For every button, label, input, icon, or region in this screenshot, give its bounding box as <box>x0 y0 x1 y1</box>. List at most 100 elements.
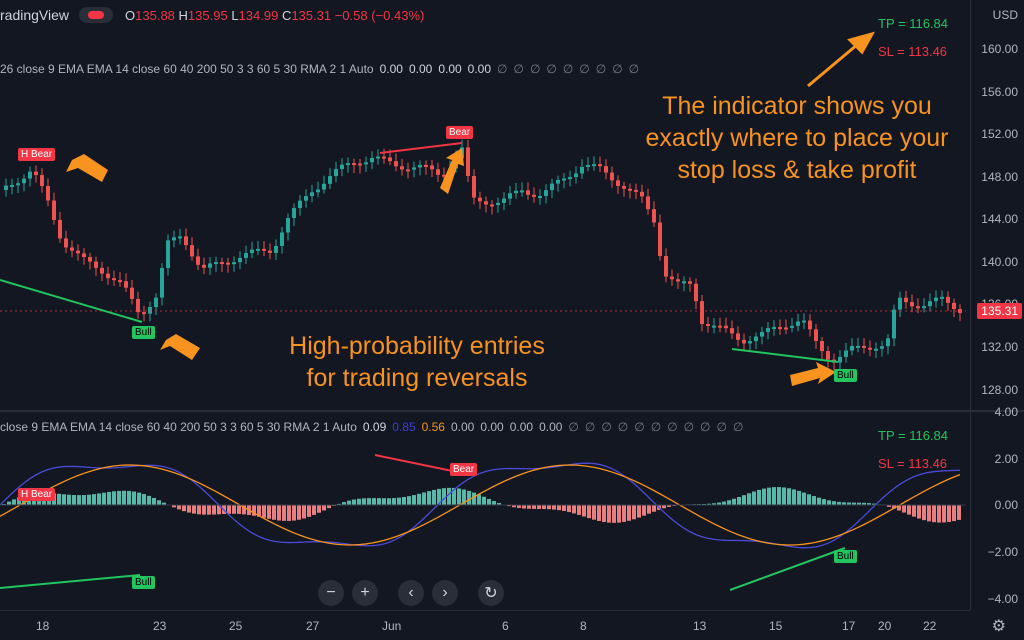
time-axis[interactable]: 18 23 25 27 Jun 6 8 13 15 17 20 22 <box>0 610 970 640</box>
histogram-bar <box>402 497 406 505</box>
histogram-bar <box>417 493 421 505</box>
histogram-bar <box>862 502 866 505</box>
candle-body <box>826 351 830 360</box>
candle-body <box>352 163 356 166</box>
candle-body <box>388 157 392 162</box>
candle-body <box>808 320 812 330</box>
histogram-bar <box>102 492 106 505</box>
histogram-bar <box>492 501 496 505</box>
candle-body <box>472 176 476 198</box>
indicator-params: 26 close 9 EMA EMA 14 close 60 40 200 50… <box>0 62 374 76</box>
ohlc-values: O135.88 H135.95 L134.99 C135.31 −0.58 (−… <box>125 7 425 23</box>
candle-body <box>772 327 776 330</box>
candle-body <box>274 245 278 253</box>
candle-body <box>316 189 320 193</box>
histogram-bar <box>302 505 306 519</box>
candle-body <box>616 180 620 186</box>
price-tick: 128.00 <box>981 383 1018 397</box>
currency-selector[interactable]: USD <box>992 8 1018 22</box>
histogram-bar <box>522 505 526 509</box>
brand-name[interactable]: radingView <box>0 7 70 23</box>
candle-body <box>934 297 938 302</box>
histogram-bar <box>792 489 796 505</box>
candle-body <box>250 249 254 254</box>
histogram-bar <box>197 505 201 515</box>
candle-body <box>628 188 632 191</box>
histogram-bar <box>432 489 436 505</box>
candle-body <box>712 325 716 328</box>
histogram-bar <box>617 505 621 523</box>
candle-body <box>574 173 578 178</box>
histogram-bar <box>477 494 481 505</box>
arrow-tp-shaft <box>807 42 859 88</box>
bull-signal: Bull <box>834 369 857 382</box>
candle-body <box>814 329 818 342</box>
histogram-bar <box>462 489 466 505</box>
candle-body <box>298 200 302 209</box>
histogram-bar <box>147 495 151 505</box>
histogram-bar <box>922 505 926 521</box>
histogram-bar <box>62 494 66 505</box>
reset-chart-button[interactable]: ↻ <box>478 580 504 606</box>
toggle-icon[interactable] <box>79 7 114 23</box>
candle-body <box>406 169 410 172</box>
histogram-bar <box>537 505 541 509</box>
pane-divider[interactable] <box>0 410 1024 412</box>
candle-body <box>904 297 908 303</box>
candle-body <box>754 336 758 342</box>
histogram-bar <box>867 503 871 505</box>
take-profit-label: TP = 116.84 <box>878 16 948 31</box>
gear-icon[interactable]: ⚙ <box>991 618 1006 635</box>
histogram-bar <box>472 492 476 505</box>
histogram-bar <box>127 490 131 505</box>
candle-body <box>586 164 590 167</box>
price-tick: 148.00 <box>981 170 1018 184</box>
candle-body <box>40 175 44 187</box>
candle-body <box>784 327 788 330</box>
candle-body <box>82 253 86 258</box>
histogram-bar <box>592 505 596 520</box>
zoom-in-button[interactable]: + <box>352 580 378 606</box>
bull-divergence-line-1 <box>0 279 143 323</box>
indicator-legend-bottom[interactable]: close 9 EMA EMA 14 close 60 40 200 50 3 … <box>0 420 744 434</box>
histogram-bar <box>842 502 846 505</box>
candle-body <box>112 278 116 281</box>
candle-body <box>382 156 386 159</box>
candle-body <box>46 186 50 201</box>
scroll-left-button[interactable]: ‹ <box>398 580 424 606</box>
scroll-right-button[interactable]: › <box>432 580 458 606</box>
histogram-bar <box>212 505 216 515</box>
chart-canvas[interactable] <box>0 0 970 610</box>
histogram-bar <box>802 492 806 505</box>
candle-body <box>892 309 896 339</box>
indicator-legend-top[interactable]: 26 close 9 EMA EMA 14 close 60 40 200 50… <box>0 62 640 76</box>
histogram-bar <box>847 502 851 505</box>
histogram-bar <box>267 505 271 519</box>
candle-body <box>100 267 104 274</box>
histogram-bar <box>272 505 276 520</box>
histogram-bar <box>577 505 581 515</box>
candle-body <box>430 165 434 170</box>
time-label: 22 <box>923 619 937 633</box>
histogram-bar <box>637 505 641 518</box>
osc-bull-signal: Bull <box>834 550 857 563</box>
histogram-bar <box>607 505 611 523</box>
price-tick: 140.00 <box>981 255 1018 269</box>
histogram-bar <box>732 498 736 505</box>
price-axis[interactable]: USD 160.00 156.00 152.00 148.00 144.00 1… <box>970 0 1024 610</box>
histogram-bar <box>572 505 576 514</box>
histogram-bar <box>887 505 891 507</box>
candle-body <box>226 262 230 265</box>
histogram-bar <box>202 505 206 515</box>
histogram-bar <box>497 502 501 505</box>
histogram-bar <box>752 491 756 505</box>
candle-body <box>718 325 722 328</box>
arrow-bull-2 <box>790 362 836 386</box>
candle-body <box>16 183 20 186</box>
candle-body <box>442 174 446 177</box>
candle-body <box>304 196 308 201</box>
histogram-bar <box>632 505 636 520</box>
zoom-out-button[interactable]: − <box>318 580 344 606</box>
histogram-bar <box>622 505 626 522</box>
